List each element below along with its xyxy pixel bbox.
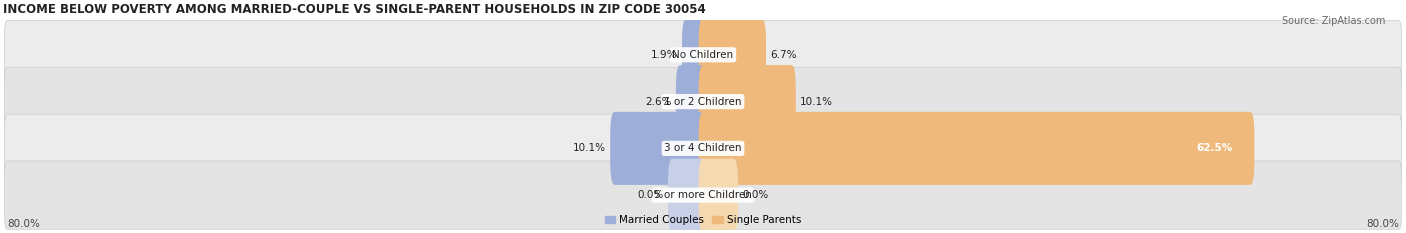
Legend: Married Couples, Single Parents: Married Couples, Single Parents	[600, 211, 806, 229]
FancyBboxPatch shape	[699, 18, 766, 91]
Text: 1 or 2 Children: 1 or 2 Children	[664, 97, 742, 106]
FancyBboxPatch shape	[682, 18, 707, 91]
Text: INCOME BELOW POVERTY AMONG MARRIED-COUPLE VS SINGLE-PARENT HOUSEHOLDS IN ZIP COD: INCOME BELOW POVERTY AMONG MARRIED-COUPL…	[3, 3, 706, 16]
Text: 3 or 4 Children: 3 or 4 Children	[664, 143, 742, 153]
Text: 80.0%: 80.0%	[7, 219, 39, 229]
Text: 1.9%: 1.9%	[651, 50, 678, 60]
FancyBboxPatch shape	[4, 161, 1402, 229]
Text: 10.1%: 10.1%	[572, 143, 606, 153]
FancyBboxPatch shape	[610, 112, 707, 185]
FancyBboxPatch shape	[699, 159, 738, 232]
Text: 62.5%: 62.5%	[1197, 143, 1233, 153]
FancyBboxPatch shape	[4, 67, 1402, 136]
FancyBboxPatch shape	[4, 21, 1402, 89]
Text: Source: ZipAtlas.com: Source: ZipAtlas.com	[1281, 16, 1385, 26]
Text: 80.0%: 80.0%	[1367, 219, 1399, 229]
Text: 6.7%: 6.7%	[770, 50, 797, 60]
FancyBboxPatch shape	[676, 65, 707, 138]
FancyBboxPatch shape	[699, 65, 796, 138]
Text: 5 or more Children: 5 or more Children	[654, 190, 752, 200]
Text: 0.0%: 0.0%	[742, 190, 769, 200]
FancyBboxPatch shape	[699, 112, 1254, 185]
Text: 2.6%: 2.6%	[645, 97, 672, 106]
FancyBboxPatch shape	[4, 114, 1402, 182]
Text: 0.0%: 0.0%	[637, 190, 664, 200]
FancyBboxPatch shape	[668, 159, 707, 232]
Text: 10.1%: 10.1%	[800, 97, 834, 106]
Text: No Children: No Children	[672, 50, 734, 60]
